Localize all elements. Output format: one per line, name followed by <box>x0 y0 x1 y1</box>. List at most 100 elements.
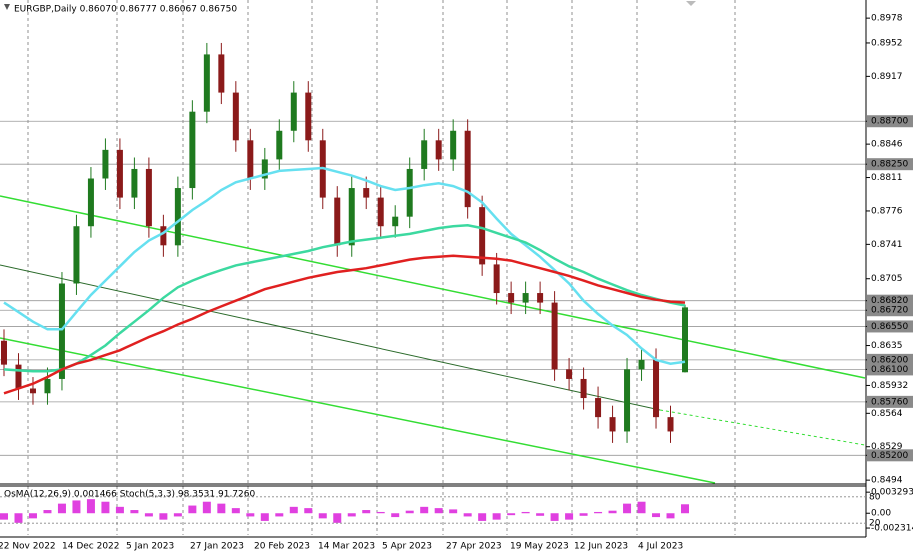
osma-tick-label: 0.003293 <box>871 488 913 498</box>
osma-bar <box>550 513 559 521</box>
candle-body <box>479 207 486 265</box>
x-tick-label: 5 Jan 2023 <box>126 542 174 552</box>
candle-body <box>102 149 109 179</box>
osma-bar <box>57 503 66 514</box>
osma-bar <box>347 513 356 517</box>
osma-bar <box>420 506 429 514</box>
osma-bar <box>608 510 617 514</box>
candle-body <box>450 130 457 160</box>
level-label-box <box>867 320 913 333</box>
stoch-tick-label: 80 <box>869 492 881 502</box>
chart-header: EURGBP,Daily 0.86070 0.86777 0.86067 0.8… <box>14 5 237 15</box>
candle-body <box>116 149 123 198</box>
osma-bar <box>492 513 501 520</box>
osma-bar <box>463 513 472 517</box>
y-tick-label: 0.86820 <box>871 296 908 306</box>
stoch-tick-label: 20 <box>869 519 881 529</box>
shift-marker <box>686 1 696 6</box>
osma-bar <box>260 513 269 521</box>
candle-body <box>232 92 239 141</box>
y-tick-label: 0.8917 <box>871 72 903 82</box>
candle-body <box>551 302 558 370</box>
candle-body <box>406 168 413 217</box>
candle-body <box>290 92 297 131</box>
osma-bar <box>333 513 342 523</box>
candle-body <box>160 226 167 246</box>
candle-body <box>1 340 7 365</box>
candle-body <box>131 168 138 198</box>
candle-body <box>363 188 370 198</box>
y-tick-label: 0.88250 <box>871 160 908 170</box>
y-tick-label: 0.85932 <box>871 381 908 391</box>
level-label-box <box>867 158 913 171</box>
candle-body <box>537 293 544 303</box>
x-tick-label: 14 Dec 2022 <box>62 542 120 552</box>
osma-bar <box>405 510 414 514</box>
y-tick-label: 0.8494 <box>871 476 903 486</box>
candle-body <box>392 216 399 227</box>
osma-bar <box>594 511 603 514</box>
candle-body <box>421 140 428 169</box>
y-tick-label: 0.88700 <box>871 117 908 127</box>
x-tick-label: 12 Jun 2023 <box>574 542 628 552</box>
x-tick-label: 27 Apr 2023 <box>446 542 502 552</box>
osma-bar <box>681 504 689 514</box>
candle-body <box>58 283 65 379</box>
osma-bar <box>130 510 139 514</box>
trend-line <box>659 409 866 446</box>
osma-bar <box>579 513 588 516</box>
candle-body <box>247 140 254 179</box>
y-tick-label: 0.8529 <box>871 442 903 452</box>
candle-body <box>667 417 674 432</box>
level-label-box <box>867 363 913 376</box>
menu-icon <box>4 4 10 10</box>
trend-line <box>0 264 661 411</box>
y-tick-label: 0.8846 <box>871 140 903 150</box>
candle-body <box>87 178 94 227</box>
x-tick-label: 20 Feb 2023 <box>254 542 310 552</box>
osma-bar <box>304 508 313 514</box>
trend-line <box>0 195 866 379</box>
osma-bar <box>188 505 197 514</box>
osma-bar <box>666 513 675 519</box>
candle-body <box>44 378 51 394</box>
osma-bar <box>318 513 327 519</box>
trend-line <box>0 337 716 484</box>
candle-body <box>493 264 500 294</box>
y-tick-label: 0.86100 <box>871 365 908 375</box>
osma-bar <box>28 513 37 519</box>
osma-bar <box>86 499 95 514</box>
level-label-box <box>867 304 913 317</box>
osma-bar <box>434 508 443 514</box>
candle-body <box>73 226 80 284</box>
y-tick-label: 0.86550 <box>871 322 908 332</box>
osma-bar <box>14 513 23 523</box>
indicator-header: OsMA(12,26,9) 0.001466 Stoch(5,3,3) 98.3… <box>4 490 255 500</box>
osma-bar <box>275 513 284 517</box>
level-label-box <box>867 395 913 408</box>
candle-body <box>145 168 152 227</box>
osma-bar <box>173 513 182 517</box>
osma-bar <box>507 513 516 516</box>
moving-average <box>3 224 686 373</box>
y-tick-label: 0.8978 <box>871 14 903 24</box>
moving-average <box>3 166 686 365</box>
y-tick-label: 0.8776 <box>871 206 903 216</box>
level-label-box <box>867 294 913 307</box>
candle-body <box>261 159 268 179</box>
osma-bar <box>376 511 385 514</box>
osma-bar <box>72 500 81 514</box>
candle-body <box>435 140 442 160</box>
candle-body <box>464 130 471 208</box>
candle-body <box>15 364 22 389</box>
osma-bar <box>289 506 298 514</box>
candle-body <box>624 369 631 432</box>
candle-body <box>508 293 515 303</box>
osma-bar <box>0 513 8 520</box>
level-label-box <box>867 353 913 366</box>
candle-body <box>203 54 210 112</box>
time-grid <box>27 0 736 535</box>
y-tick-label: 0.8811 <box>871 173 903 183</box>
